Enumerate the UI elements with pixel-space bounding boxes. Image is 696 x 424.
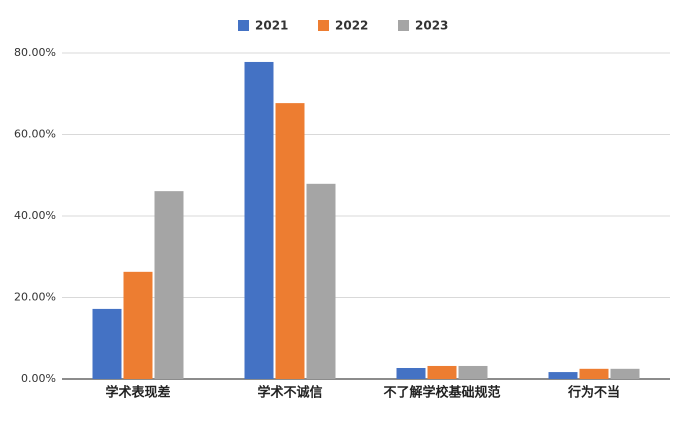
x-tick-label: 学术不诚信 — [257, 385, 322, 401]
legend-label: 2023 — [415, 19, 448, 33]
bar — [306, 183, 336, 379]
legend-label: 2021 — [255, 19, 288, 33]
bar — [458, 365, 488, 379]
y-tick-label: 0.00% — [21, 372, 56, 385]
x-tick-label: 行为不当 — [567, 385, 620, 401]
bar — [244, 61, 274, 380]
y-tick-label: 20.00% — [14, 291, 56, 304]
y-tick-label: 60.00% — [14, 128, 56, 141]
bar — [396, 367, 426, 379]
y-tick-label: 80.00% — [14, 46, 56, 59]
legend-swatch — [398, 20, 409, 31]
bar — [548, 372, 578, 379]
bar — [92, 308, 122, 379]
bar — [610, 368, 640, 379]
bar — [123, 271, 153, 379]
legend-swatch — [238, 20, 249, 31]
legend-swatch — [318, 20, 329, 31]
bar — [579, 368, 609, 379]
x-tick-label: 不了解学校基础规范 — [383, 385, 500, 401]
y-tick-label: 40.00% — [14, 209, 56, 222]
legend-label: 2022 — [335, 19, 368, 33]
x-tick-label: 学术表现差 — [105, 385, 170, 401]
bar — [154, 191, 184, 379]
bar — [275, 103, 305, 379]
bar — [427, 365, 457, 379]
